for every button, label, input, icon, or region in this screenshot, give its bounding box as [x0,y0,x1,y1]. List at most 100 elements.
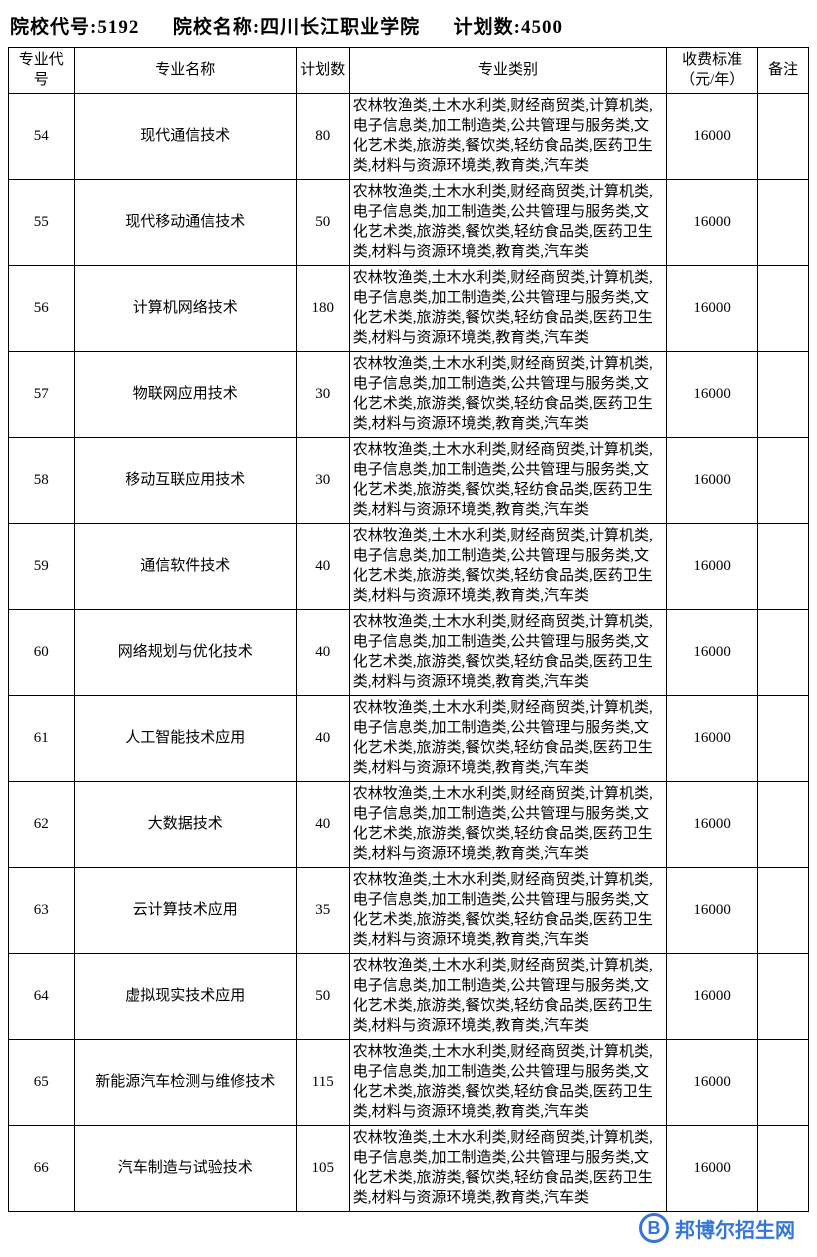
cell-major-name: 通信软件技术 [74,523,296,609]
cell-fee: 16000 [667,265,758,351]
col-major-name: 专业名称 [74,48,296,94]
cell-major-name: 汽车制造与试验技术 [74,1125,296,1211]
cell-remark [758,867,809,953]
cell-major-name: 计算机网络技术 [74,265,296,351]
cell-major-category: 农林牧渔类,土木水利类,财经商贸类,计算机类,电子信息类,加工制造类,公共管理与… [349,695,666,781]
cell-plan-count: 35 [296,867,349,953]
cell-plan-count: 50 [296,953,349,1039]
cell-major-category: 农林牧渔类,土木水利类,财经商贸类,计算机类,电子信息类,加工制造类,公共管理与… [349,93,666,179]
cell-major-code: 64 [9,953,75,1039]
school-name-label: 院校名称: [173,17,260,38]
table-row: 58移动互联应用技术30农林牧渔类,土木水利类,财经商贸类,计算机类,电子信息类… [9,437,809,523]
cell-major-code: 63 [9,867,75,953]
page-header: 院校代号:5192 院校名称:四川长江职业学院 计划数:4500 [8,8,809,47]
col-major-category: 专业类别 [349,48,666,94]
school-code-value: 5192 [97,17,139,38]
table-row: 54现代通信技术80农林牧渔类,土木水利类,财经商贸类,计算机类,电子信息类,加… [9,93,809,179]
cell-major-code: 65 [9,1039,75,1125]
cell-fee: 16000 [667,609,758,695]
cell-fee: 16000 [667,1039,758,1125]
cell-major-code: 62 [9,781,75,867]
cell-major-name: 移动互联应用技术 [74,437,296,523]
cell-remark [758,437,809,523]
cell-major-code: 54 [9,93,75,179]
school-name-value: 四川长江职业学院 [260,17,420,38]
cell-major-category: 农林牧渔类,土木水利类,财经商贸类,计算机类,电子信息类,加工制造类,公共管理与… [349,609,666,695]
cell-fee: 16000 [667,93,758,179]
table-row: 60网络规划与优化技术40农林牧渔类,土木水利类,财经商贸类,计算机类,电子信息… [9,609,809,695]
cell-fee: 16000 [667,437,758,523]
cell-major-category: 农林牧渔类,土木水利类,财经商贸类,计算机类,电子信息类,加工制造类,公共管理与… [349,437,666,523]
school-code-label: 院校代号: [10,17,97,38]
cell-major-name: 现代移动通信技术 [74,179,296,265]
cell-major-code: 56 [9,265,75,351]
plan-total-value: 4500 [521,17,563,38]
watermark-logo: B 邦博尔招生网 [639,1213,795,1243]
cell-plan-count: 40 [296,609,349,695]
table-row: 66汽车制造与试验技术105农林牧渔类,土木水利类,财经商贸类,计算机类,电子信… [9,1125,809,1211]
cell-major-category: 农林牧渔类,土木水利类,财经商贸类,计算机类,电子信息类,加工制造类,公共管理与… [349,781,666,867]
cell-plan-count: 80 [296,93,349,179]
cell-remark [758,93,809,179]
col-remark: 备注 [758,48,809,94]
table-row: 65新能源汽车检测与维修技术115农林牧渔类,土木水利类,财经商贸类,计算机类,… [9,1039,809,1125]
cell-remark [758,953,809,1039]
table-row: 55现代移动通信技术50农林牧渔类,土木水利类,财经商贸类,计算机类,电子信息类… [9,179,809,265]
cell-major-category: 农林牧渔类,土木水利类,财经商贸类,计算机类,电子信息类,加工制造类,公共管理与… [349,351,666,437]
cell-remark [758,609,809,695]
cell-major-name: 网络规划与优化技术 [74,609,296,695]
plan-table: 专业代号 专业名称 计划数 专业类别 收费标准（元/年） 备注 54现代通信技术… [8,47,809,1212]
cell-plan-count: 30 [296,437,349,523]
table-row: 57物联网应用技术30农林牧渔类,土木水利类,财经商贸类,计算机类,电子信息类,… [9,351,809,437]
cell-remark [758,351,809,437]
cell-plan-count: 40 [296,523,349,609]
plan-total-label: 计划数: [454,17,521,38]
cell-remark [758,1125,809,1211]
cell-major-code: 58 [9,437,75,523]
cell-major-name: 物联网应用技术 [74,351,296,437]
cell-fee: 16000 [667,1125,758,1211]
cell-major-code: 57 [9,351,75,437]
cell-fee: 16000 [667,351,758,437]
cell-major-name: 人工智能技术应用 [74,695,296,781]
cell-major-code: 61 [9,695,75,781]
cell-fee: 16000 [667,867,758,953]
cell-remark [758,523,809,609]
table-header-row: 专业代号 专业名称 计划数 专业类别 收费标准（元/年） 备注 [9,48,809,94]
watermark-badge-icon: B [639,1213,669,1243]
table-row: 63云计算技术应用35农林牧渔类,土木水利类,财经商贸类,计算机类,电子信息类,… [9,867,809,953]
cell-plan-count: 105 [296,1125,349,1211]
cell-remark [758,265,809,351]
cell-major-category: 农林牧渔类,土木水利类,财经商贸类,计算机类,电子信息类,加工制造类,公共管理与… [349,1125,666,1211]
cell-major-name: 大数据技术 [74,781,296,867]
cell-plan-count: 40 [296,695,349,781]
cell-remark [758,695,809,781]
cell-major-category: 农林牧渔类,土木水利类,财经商贸类,计算机类,电子信息类,加工制造类,公共管理与… [349,1039,666,1125]
cell-fee: 16000 [667,179,758,265]
cell-major-code: 55 [9,179,75,265]
cell-major-category: 农林牧渔类,土木水利类,财经商贸类,计算机类,电子信息类,加工制造类,公共管理与… [349,523,666,609]
table-row: 61人工智能技术应用40农林牧渔类,土木水利类,财经商贸类,计算机类,电子信息类… [9,695,809,781]
cell-major-name: 虚拟现实技术应用 [74,953,296,1039]
col-fee-standard: 收费标准（元/年） [667,48,758,94]
cell-major-category: 农林牧渔类,土木水利类,财经商贸类,计算机类,电子信息类,加工制造类,公共管理与… [349,953,666,1039]
cell-major-category: 农林牧渔类,土木水利类,财经商贸类,计算机类,电子信息类,加工制造类,公共管理与… [349,867,666,953]
cell-remark [758,1039,809,1125]
cell-plan-count: 115 [296,1039,349,1125]
table-row: 56计算机网络技术180农林牧渔类,土木水利类,财经商贸类,计算机类,电子信息类… [9,265,809,351]
cell-major-name: 现代通信技术 [74,93,296,179]
cell-fee: 16000 [667,695,758,781]
cell-major-category: 农林牧渔类,土木水利类,财经商贸类,计算机类,电子信息类,加工制造类,公共管理与… [349,179,666,265]
cell-major-code: 59 [9,523,75,609]
cell-fee: 16000 [667,953,758,1039]
cell-plan-count: 30 [296,351,349,437]
cell-plan-count: 40 [296,781,349,867]
col-plan-count: 计划数 [296,48,349,94]
cell-major-category: 农林牧渔类,土木水利类,财经商贸类,计算机类,电子信息类,加工制造类,公共管理与… [349,265,666,351]
cell-plan-count: 180 [296,265,349,351]
table-row: 62大数据技术40农林牧渔类,土木水利类,财经商贸类,计算机类,电子信息类,加工… [9,781,809,867]
table-row: 64虚拟现实技术应用50农林牧渔类,土木水利类,财经商贸类,计算机类,电子信息类… [9,953,809,1039]
watermark-text: 邦博尔招生网 [675,1214,795,1243]
table-row: 59通信软件技术40农林牧渔类,土木水利类,财经商贸类,计算机类,电子信息类,加… [9,523,809,609]
cell-major-code: 60 [9,609,75,695]
